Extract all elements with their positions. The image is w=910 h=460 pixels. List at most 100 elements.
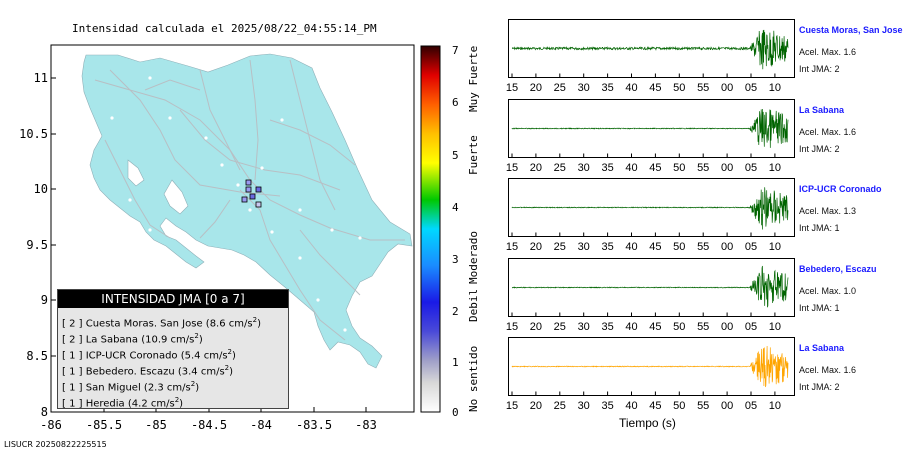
colorbar-word: Fuerte bbox=[467, 135, 480, 175]
int-prefix: Int JMA: bbox=[799, 223, 833, 233]
station-marker bbox=[255, 201, 262, 208]
costa-rica-landmass bbox=[81, 53, 413, 369]
int-value: 2 bbox=[834, 64, 840, 74]
time-tick-label: 45 bbox=[649, 241, 662, 253]
time-tick-label: 10 bbox=[768, 82, 782, 94]
colorbar-tick: 1 bbox=[452, 356, 459, 369]
legend-accel: (2.3 cm/s bbox=[143, 382, 191, 394]
accel-value: 1.3 bbox=[843, 206, 857, 216]
time-tick-label: 15 bbox=[505, 400, 519, 412]
town-dots bbox=[110, 76, 362, 332]
legend-level: [ 2 ] bbox=[62, 318, 83, 330]
station-marker bbox=[249, 193, 256, 200]
time-tick-label: 25 bbox=[553, 400, 566, 412]
legend-accel: (10.9 cm/s bbox=[141, 334, 195, 346]
time-tick-label: 10 bbox=[768, 241, 782, 253]
int-value: 2 bbox=[834, 144, 840, 154]
lat-tick: 8.5 bbox=[26, 349, 48, 363]
time-tick-label: 35 bbox=[601, 241, 614, 253]
seismogram-plot bbox=[508, 178, 795, 237]
seismogram-plot bbox=[508, 258, 795, 317]
lat-tick: 11 bbox=[33, 71, 48, 85]
legend-level: [ 1 ] bbox=[62, 382, 83, 394]
station-name: Cuesta Moras, San Jose bbox=[799, 25, 903, 35]
station-marker bbox=[241, 196, 248, 203]
lat-tick: 8 bbox=[40, 405, 48, 419]
accel-value: 1.6 bbox=[843, 47, 857, 57]
lat-tick: 10 bbox=[33, 182, 48, 196]
legend-station: Bebedero. Escazu bbox=[85, 366, 175, 378]
colorbar-word: No sentido bbox=[467, 345, 480, 412]
time-tick-label: 45 bbox=[649, 400, 662, 412]
colorbar-tick: 5 bbox=[452, 149, 459, 162]
accel-value: 1.0 bbox=[843, 286, 857, 296]
station-int: Int JMA: 2 bbox=[799, 382, 840, 392]
time-tick-label: 00 bbox=[720, 82, 734, 94]
station-accel: Acel. Max. 1.3 bbox=[799, 206, 856, 216]
time-tick-label: 10 bbox=[768, 400, 782, 412]
seismogram-plot bbox=[508, 19, 795, 78]
legend-level: [ 2 ] bbox=[62, 334, 83, 346]
accel-prefix: Acel. Max. bbox=[799, 47, 842, 57]
time-tick-label: 30 bbox=[577, 82, 590, 94]
int-prefix: Int JMA: bbox=[799, 64, 833, 74]
time-tick-label: 00 bbox=[720, 400, 734, 412]
seismogram-plot bbox=[508, 99, 795, 158]
station-marker bbox=[245, 179, 252, 186]
time-tick-label: 25 bbox=[553, 321, 566, 333]
station-int: Int JMA: 2 bbox=[799, 144, 840, 154]
time-tick-label: 40 bbox=[625, 162, 638, 174]
accel-prefix: Acel. Max. bbox=[799, 286, 842, 296]
legend-unit-sup: 2 bbox=[224, 364, 230, 372]
time-tick-label: 30 bbox=[577, 321, 590, 333]
lon-tick: -85.5 bbox=[85, 418, 123, 432]
time-tick-label: 20 bbox=[529, 241, 543, 253]
seismogram-trace bbox=[511, 265, 789, 308]
time-tick-label: 55 bbox=[697, 241, 710, 253]
time-tick-label: 40 bbox=[625, 321, 638, 333]
time-tick-label: 15 bbox=[505, 162, 519, 174]
time-tick-label: 45 bbox=[649, 162, 662, 174]
time-tick-label: 55 bbox=[697, 82, 710, 94]
colorbar-word: Debil bbox=[467, 288, 480, 322]
legend-unit-sup: 2 bbox=[227, 348, 233, 356]
time-tick-label: 50 bbox=[673, 162, 686, 174]
intensity-legend: INTENSIDAD JMA [0 a 7] [ 2 ] Cuesta Mora… bbox=[57, 289, 289, 409]
station-name: La Sabana bbox=[799, 105, 845, 115]
time-axis-label: Tiempo (s) bbox=[619, 416, 676, 430]
gulf-of-nicoya bbox=[163, 179, 189, 215]
legend-row: [ 1 ] Heredia (4.2 cm/s2) bbox=[58, 392, 288, 410]
legend-accel: (3.4 cm/s bbox=[177, 366, 225, 378]
seismogram-trace bbox=[511, 187, 789, 230]
legend-station: Cuesta Moras. San Jose bbox=[85, 318, 203, 330]
legend-row: [ 1 ] ICP-UCR Coronado (5.4 cm/s2) bbox=[58, 344, 288, 361]
int-prefix: Int JMA: bbox=[799, 144, 833, 154]
time-tick-label: 05 bbox=[744, 321, 758, 333]
legend-accel: (8.6 cm/s bbox=[205, 318, 253, 330]
time-tick-label: 10 bbox=[768, 162, 782, 174]
time-tick-label: 20 bbox=[529, 321, 543, 333]
seismogram-trace bbox=[511, 29, 789, 70]
legend-header: INTENSIDAD JMA [0 a 7] bbox=[58, 290, 288, 308]
time-tick-label: 50 bbox=[673, 400, 686, 412]
colorbar-tick: 0 bbox=[452, 406, 459, 419]
station-markers bbox=[241, 179, 262, 208]
time-tick-label: 25 bbox=[553, 82, 566, 94]
time-tick-label: 05 bbox=[744, 241, 758, 253]
map-title: Intensidad calculada el 2025/08/22_04:55… bbox=[72, 22, 377, 35]
station-int: Int JMA: 1 bbox=[799, 223, 840, 233]
legend-unit-sup: 2 bbox=[194, 332, 199, 340]
station-accel: Acel. Max. 1.6 bbox=[799, 127, 856, 137]
time-tick-label: 45 bbox=[649, 321, 662, 333]
accel-value: 1.6 bbox=[843, 127, 857, 137]
time-tick-label: 40 bbox=[625, 82, 638, 94]
time-tick-label: 55 bbox=[697, 162, 710, 174]
colorbar-tick: 2 bbox=[452, 305, 459, 318]
colorbar-tick: 3 bbox=[452, 253, 459, 266]
time-tick-label: 25 bbox=[553, 162, 566, 174]
legend-close: ) bbox=[179, 398, 184, 410]
lat-tick: 10.5 bbox=[19, 127, 48, 141]
colorbar-word: Muy Fuerte bbox=[467, 45, 480, 112]
time-tick-label: 30 bbox=[577, 162, 590, 174]
intensity-colorbar bbox=[420, 45, 441, 413]
